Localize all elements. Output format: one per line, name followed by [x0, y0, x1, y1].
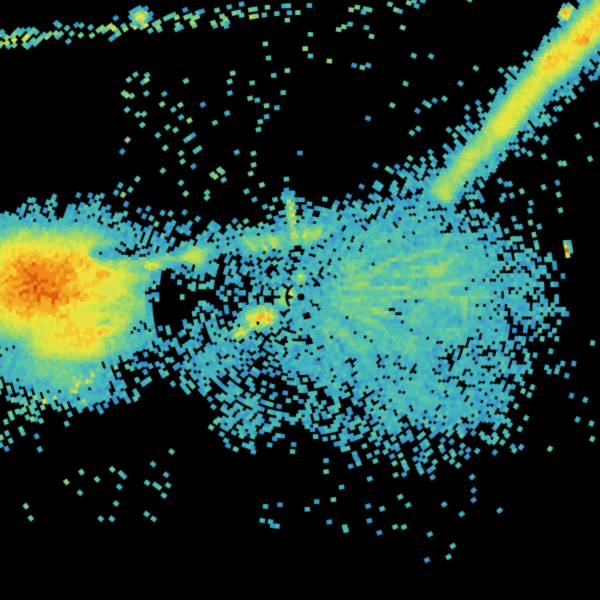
- radar-display: [0, 0, 600, 600]
- radar-reflectivity-canvas: [0, 0, 600, 600]
